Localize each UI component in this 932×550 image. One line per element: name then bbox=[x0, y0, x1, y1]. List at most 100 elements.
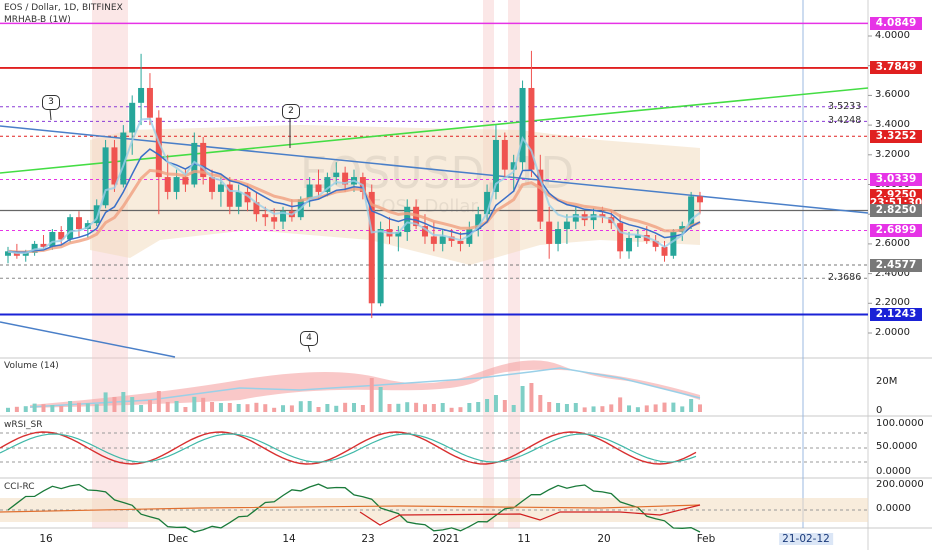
volume-bar bbox=[458, 407, 463, 412]
volume-bar bbox=[174, 401, 179, 412]
candle-body bbox=[40, 243, 47, 247]
candle-body bbox=[457, 240, 464, 244]
x-tick: 11 bbox=[517, 533, 531, 545]
x-tick: Dec bbox=[167, 533, 189, 545]
volume-bar bbox=[289, 405, 294, 412]
volume-bar bbox=[41, 404, 46, 412]
volume-bar bbox=[218, 403, 223, 412]
volume-bar bbox=[529, 383, 534, 412]
volume-bar bbox=[511, 405, 516, 412]
candle-body bbox=[555, 229, 562, 244]
candle-body bbox=[670, 232, 677, 256]
watermark-name: EOS / Dollar bbox=[370, 196, 478, 217]
cci-ma bbox=[0, 504, 701, 513]
volume-bar bbox=[653, 404, 658, 412]
candle-body bbox=[22, 252, 29, 256]
candle-body bbox=[661, 246, 668, 256]
volume-bar bbox=[94, 404, 99, 412]
candle-body bbox=[617, 223, 624, 252]
price-label: 3.3252 bbox=[870, 129, 922, 143]
volume-bar bbox=[405, 402, 410, 412]
candle-body bbox=[395, 232, 402, 237]
volume-bar bbox=[698, 404, 702, 412]
candle-body bbox=[634, 234, 641, 238]
volume-bar bbox=[85, 403, 90, 412]
candle-body bbox=[31, 243, 38, 253]
candle-body bbox=[173, 177, 180, 192]
price-tick: 3.6000 bbox=[875, 89, 910, 101]
marker-1: 3 bbox=[42, 95, 60, 110]
cci-title: CCI-RC bbox=[4, 482, 35, 492]
volume-bar bbox=[644, 405, 649, 412]
price-tick: 2.2000 bbox=[875, 297, 910, 309]
candle-body bbox=[377, 229, 384, 304]
volume-bar bbox=[582, 407, 587, 412]
volume-bar bbox=[520, 386, 525, 412]
candle-body bbox=[235, 191, 242, 207]
volume-bar bbox=[467, 403, 472, 412]
candle-body bbox=[546, 221, 553, 244]
volume-bar bbox=[272, 407, 277, 412]
symbol-title: EOS / Dollar, 1D, BITFINEX bbox=[4, 3, 123, 13]
volume-bar bbox=[165, 402, 170, 412]
candle-body bbox=[138, 87, 145, 103]
ma-slow bbox=[7, 168, 701, 254]
marker-2: 2 bbox=[282, 104, 300, 119]
cci-line bbox=[7, 483, 701, 533]
cci-neg bbox=[359, 504, 701, 526]
volume-bar bbox=[192, 396, 197, 412]
volume-bar bbox=[600, 406, 605, 412]
volume-bar bbox=[103, 392, 108, 412]
candle-body bbox=[368, 191, 375, 304]
candle-body bbox=[430, 236, 437, 244]
candle-body bbox=[510, 162, 517, 170]
candle-body bbox=[129, 102, 136, 133]
price-tick: 2.4000 bbox=[875, 267, 910, 279]
volume-title: Volume (14) bbox=[4, 361, 59, 371]
candle-body bbox=[475, 214, 482, 230]
candle-body bbox=[563, 221, 570, 230]
candle-body bbox=[209, 177, 216, 192]
volume-tick: 0 bbox=[876, 405, 883, 416]
candle-body bbox=[271, 217, 278, 222]
price-tick: 4.0000 bbox=[875, 30, 910, 41]
price-label: 3.0339 bbox=[870, 172, 922, 186]
level-text: 3.5233 bbox=[828, 100, 862, 112]
level-text: 3.4248 bbox=[828, 115, 862, 127]
volume-bar bbox=[671, 402, 676, 412]
candle-body bbox=[5, 251, 11, 256]
candle-body bbox=[306, 184, 313, 200]
volume-ma bbox=[29, 367, 701, 408]
volume-bar bbox=[485, 399, 490, 412]
volume-bar bbox=[14, 406, 19, 412]
candle-body bbox=[58, 232, 65, 240]
marker-pointer bbox=[49, 108, 52, 121]
candle-body bbox=[111, 147, 118, 185]
volume-bar bbox=[147, 400, 152, 412]
x-tick: Feb bbox=[696, 533, 716, 545]
candle-body bbox=[253, 202, 260, 215]
volume-bar bbox=[227, 403, 232, 412]
cci-tick: 200.0000 bbox=[876, 479, 924, 490]
price-label: 2.1243 bbox=[870, 308, 922, 322]
x-tick: 16 bbox=[39, 533, 53, 545]
volume-bar bbox=[396, 403, 401, 412]
x-tick: 23 bbox=[361, 533, 375, 545]
rsi-tick: 50.0000 bbox=[876, 441, 918, 452]
price-tick: 3.4000 bbox=[875, 119, 910, 131]
volume-bar bbox=[618, 397, 623, 412]
candle-body bbox=[421, 226, 428, 237]
candle-body bbox=[688, 196, 695, 227]
volume-bar bbox=[440, 403, 445, 412]
candle-body bbox=[315, 184, 322, 192]
volume-bar bbox=[32, 403, 37, 412]
volume-bar bbox=[281, 405, 286, 412]
price-tick: 3.2000 bbox=[875, 148, 910, 160]
volume-bar bbox=[156, 391, 161, 412]
volume-bar bbox=[245, 404, 250, 412]
volume-bar bbox=[254, 402, 259, 412]
volume-bar bbox=[263, 404, 268, 412]
volume-bar bbox=[236, 404, 241, 412]
volume-bar bbox=[556, 403, 561, 412]
